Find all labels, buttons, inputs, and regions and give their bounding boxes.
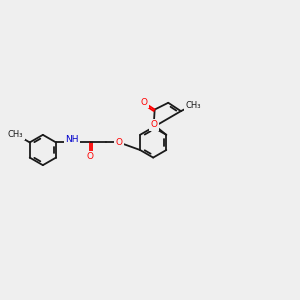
Text: O: O <box>116 138 122 147</box>
Text: CH₃: CH₃ <box>8 130 23 139</box>
Text: O: O <box>87 152 94 161</box>
Text: O: O <box>150 120 157 129</box>
Text: NH: NH <box>65 135 79 144</box>
Text: O: O <box>140 98 147 107</box>
Text: CH₃: CH₃ <box>185 101 201 110</box>
